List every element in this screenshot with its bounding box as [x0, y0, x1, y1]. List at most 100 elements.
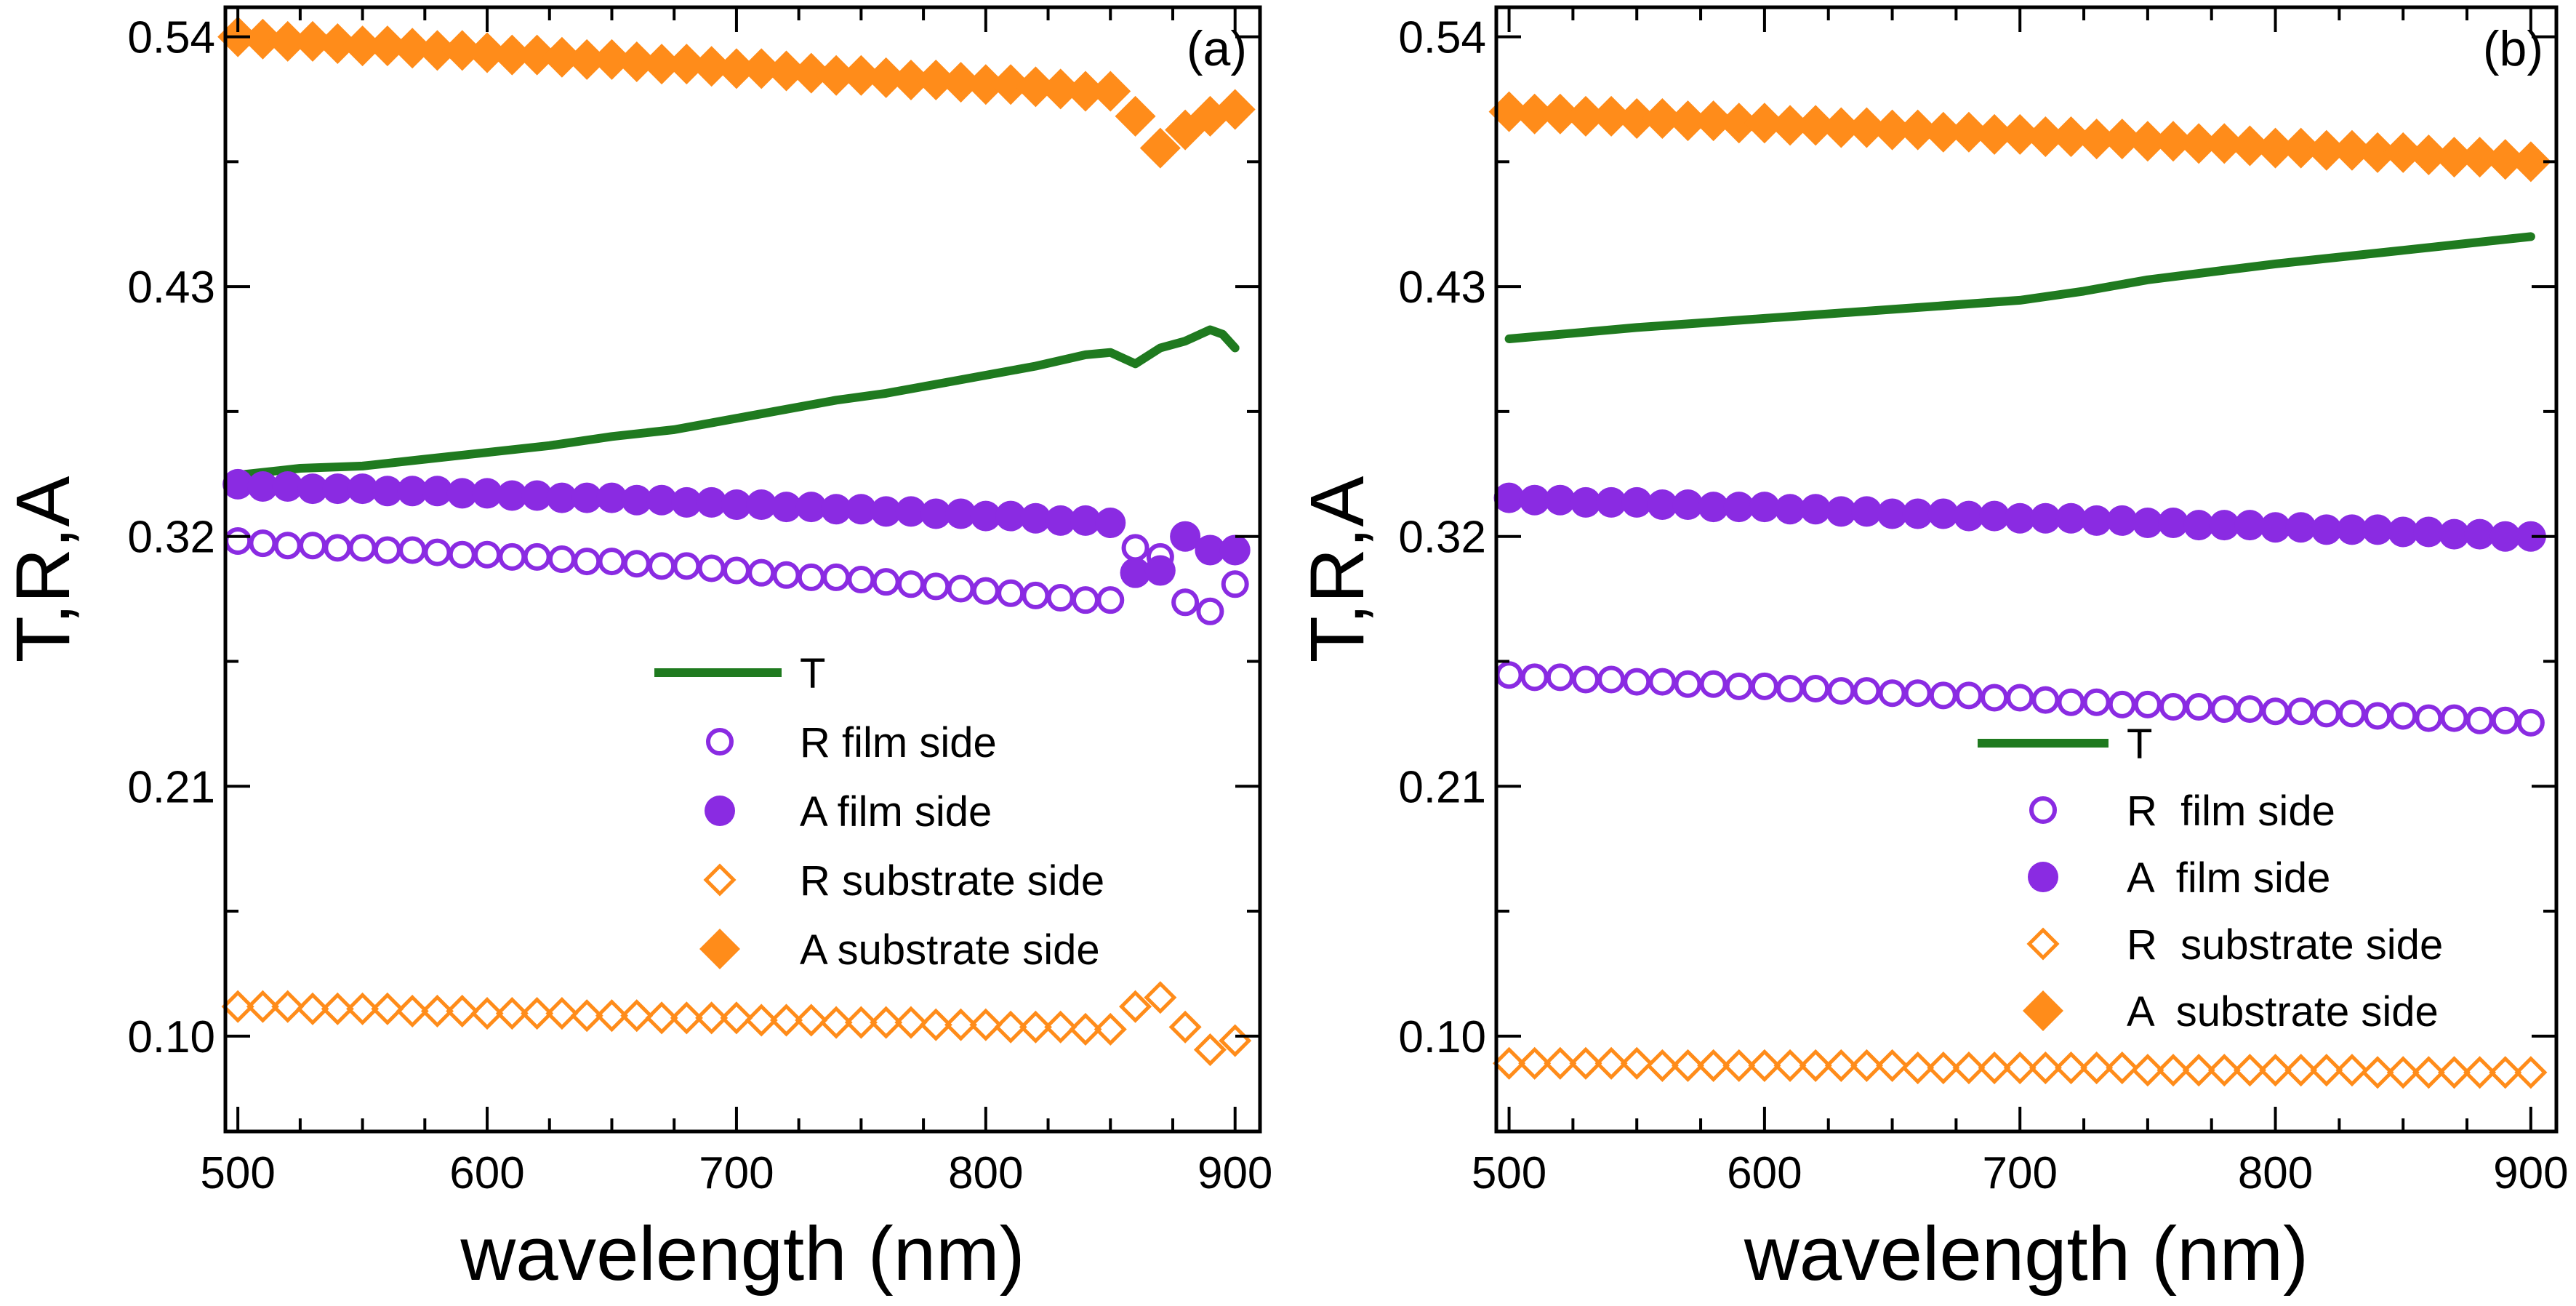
- data-point: [621, 484, 652, 516]
- data-point: [422, 476, 453, 507]
- data-point: [1514, 93, 1555, 135]
- y-tick-label: 0.10: [1398, 1012, 1486, 1062]
- data-point: [1069, 1012, 1102, 1046]
- data-point: [1776, 674, 1805, 702]
- legend-label: T: [2127, 721, 2152, 768]
- data-point: [2335, 1054, 2369, 1087]
- data-point: [2259, 1054, 2292, 1087]
- data-point: [970, 500, 1001, 532]
- data-point: [1090, 71, 1131, 112]
- data-point: [1723, 492, 1754, 523]
- y-tick-label: 0.43: [1398, 263, 1486, 313]
- data-point: [545, 997, 579, 1030]
- data-point: [795, 1003, 828, 1037]
- data-point: [616, 41, 657, 82]
- panel-a: 500 600 700 800 900 0.10 0.21 0.32 0.43 0.54 wavel…: [1, 5, 1272, 1297]
- data-point: [2076, 119, 2117, 160]
- data-point: [746, 489, 777, 520]
- series-t: [233, 325, 1240, 480]
- x-axis-label: wavelength (nm): [460, 1211, 1024, 1297]
- data-point: [1015, 66, 1056, 108]
- data-point: [1999, 113, 2041, 155]
- data-point: [1922, 111, 1964, 153]
- data-point: [1597, 665, 1626, 694]
- panel-label: (b): [2483, 21, 2543, 76]
- data-point: [342, 25, 383, 67]
- data-point: [2261, 697, 2290, 726]
- data-point: [2029, 1051, 2062, 1085]
- data-point: [1539, 93, 1581, 135]
- data-point: [392, 28, 433, 69]
- data-point: [2005, 502, 2036, 534]
- data-point: [715, 48, 757, 89]
- data-point: [1094, 1012, 1127, 1046]
- data-point: [1570, 486, 1601, 518]
- legend-label: A substrate side: [800, 926, 1100, 974]
- panel-label: (a): [1187, 21, 1247, 76]
- data-point: [546, 482, 577, 513]
- data-point: [371, 992, 404, 1025]
- series-r-film: [224, 526, 1249, 625]
- data-point: [246, 990, 279, 1023]
- data-point: [844, 1006, 878, 1039]
- data-point: [1096, 586, 1125, 614]
- data-point: [1569, 1046, 1602, 1080]
- legend-label: R substrate side: [2127, 921, 2443, 969]
- legend-swatch-marker: [2029, 796, 2057, 824]
- data-point: [620, 999, 654, 1033]
- data-point: [1493, 482, 1525, 513]
- data-point: [1978, 1051, 2011, 1085]
- data-point: [671, 486, 702, 518]
- data-point: [1193, 1033, 1227, 1067]
- data-point: [645, 1001, 678, 1035]
- data-point: [1647, 489, 1678, 520]
- data-point: [1544, 1046, 1577, 1080]
- data-point: [2054, 1051, 2088, 1085]
- data-point: [2491, 706, 2519, 734]
- data-point: [2383, 132, 2424, 173]
- data-point: [247, 471, 278, 502]
- legend-swatch-marker: [2023, 990, 2063, 1031]
- data-point: [1795, 105, 1837, 146]
- data-point: [516, 34, 558, 76]
- data-point: [1546, 663, 1574, 692]
- data-point: [1952, 1051, 1986, 1085]
- data-point: [1518, 1046, 1552, 1080]
- data-point: [2255, 127, 2296, 169]
- data-point: [2464, 518, 2495, 550]
- data-point: [965, 64, 1006, 105]
- legend-label: A substrate side: [2127, 988, 2439, 1035]
- data-point: [2055, 502, 2087, 534]
- data-point: [721, 489, 752, 520]
- y-tick-label: 0.21: [127, 762, 215, 812]
- data-point: [321, 992, 354, 1025]
- data-point: [347, 473, 378, 505]
- legend-label: A film side: [2127, 854, 2330, 902]
- data-point: [1672, 489, 1704, 520]
- data-point: [491, 34, 533, 76]
- data-point: [2514, 1056, 2548, 1089]
- data-point: [691, 46, 732, 87]
- series-a-sub: [217, 16, 1256, 169]
- data-point: [467, 32, 508, 73]
- data-point: [766, 50, 807, 92]
- data-point: [472, 478, 503, 509]
- data-point: [1544, 484, 1576, 516]
- data-point: [2132, 507, 2163, 538]
- data-point: [1697, 1049, 1730, 1082]
- data-point: [1802, 674, 1830, 702]
- data-point: [1693, 100, 1734, 142]
- data-point: [297, 473, 329, 505]
- data-point: [2280, 127, 2322, 169]
- panel-b: 500 600 700 800 900 0.10 0.21 0.32 0.43 0.54 wavel…: [1295, 5, 2569, 1297]
- data-point: [1902, 498, 1933, 529]
- data-point: [2389, 702, 2417, 730]
- series-a-film: [222, 468, 1251, 588]
- data-point: [446, 478, 478, 509]
- data-point: [2459, 137, 2500, 178]
- data-point: [1565, 95, 1606, 137]
- data-point: [497, 480, 528, 511]
- data-point: [2357, 132, 2399, 173]
- data-point: [944, 1008, 978, 1041]
- data-point: [995, 500, 1027, 532]
